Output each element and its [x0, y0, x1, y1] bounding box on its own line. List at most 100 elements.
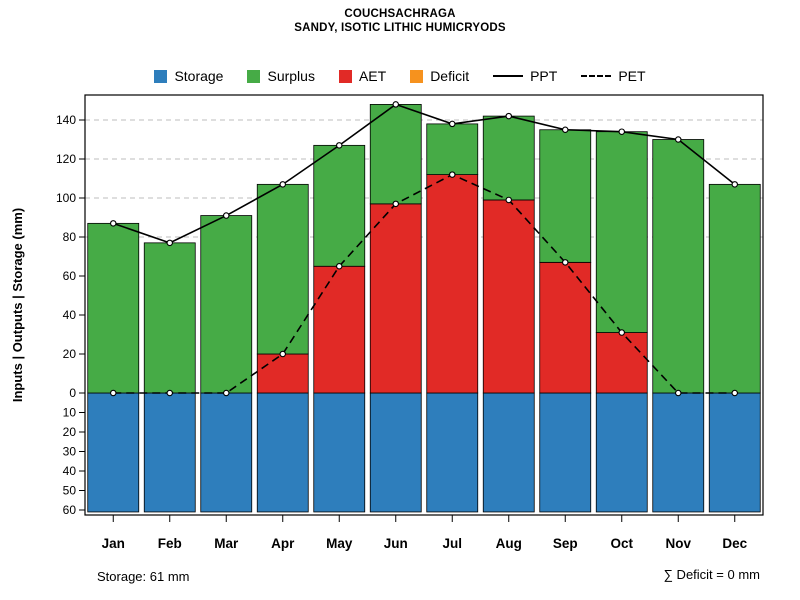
bar-surplus-mar	[200, 215, 253, 394]
bar-surplus-aug	[482, 115, 535, 201]
legend-label-surplus: Surplus	[267, 68, 315, 84]
ppt-point-jul	[448, 120, 456, 128]
month-label-dec: Dec	[722, 536, 747, 551]
legend-label-ppt: PPT	[530, 68, 558, 84]
legend-label-pet: PET	[618, 68, 646, 84]
bar-aet-apr	[256, 353, 309, 394]
ppt-line	[112, 103, 736, 244]
pet-point-dec	[731, 389, 738, 397]
bar-aet-sep	[539, 261, 592, 394]
legend-line-sample-ppt	[493, 75, 524, 77]
y-tick-label-neg-20: 20	[63, 425, 77, 439]
chart-title: COUCHSACHRAGA	[344, 8, 456, 20]
legend-label-storage: Storage	[174, 68, 224, 84]
ppt-point-apr	[279, 181, 286, 188]
y-tick-label-neg-10: 10	[63, 406, 77, 420]
ppt-point-feb	[166, 239, 174, 247]
legend-item-surplus: Surplus	[247, 68, 315, 84]
bar-aet-oct	[595, 332, 648, 394]
bar-storage-sep	[539, 392, 592, 513]
pet-point-jun	[392, 200, 399, 208]
y-tick-label-neg-40: 40	[63, 464, 77, 478]
ppt-point-aug	[505, 112, 512, 120]
month-label-feb: Feb	[158, 536, 182, 551]
legend-item-storage: Storage	[154, 68, 223, 84]
bar-surplus-dec	[708, 183, 761, 394]
pet-point-jan	[110, 389, 117, 397]
bar-storage-jun	[369, 392, 422, 513]
plot-svg: 0 20 40 60 80 100 120 140 10 20 30 40 50 60 Jan Feb Mar A…	[10, 94, 764, 551]
legend-swatch-deficit	[410, 69, 424, 83]
bar-storage-jan	[87, 392, 140, 513]
legend-label-deficit: Deficit	[430, 68, 470, 84]
legend-item-aet: AET	[338, 68, 387, 84]
bar-surplus-feb	[143, 242, 196, 394]
y-tick-label-120: 120	[56, 152, 76, 166]
ppt-point-oct	[618, 128, 625, 135]
y-tick-label-0: 0	[69, 386, 76, 400]
legend-line-sample-pet	[581, 75, 612, 77]
legend: Storage Surplus AET Deficit PPT PET	[0, 68, 800, 84]
legend-swatch-storage	[154, 69, 168, 83]
ppt-point-nov	[674, 136, 682, 143]
y-tick-label-60: 60	[63, 269, 77, 283]
y-tick-label-100: 100	[56, 191, 76, 205]
pet-point-jul	[448, 171, 456, 178]
bar-surplus-apr	[256, 183, 309, 355]
ppt-point-jun	[392, 101, 399, 108]
bar-aet-jun	[369, 203, 422, 394]
chart-subtitle: SANDY, ISOTIC LITHIC HUMICRYODS	[294, 22, 506, 34]
pet-point-feb	[166, 389, 174, 397]
pet-point-aug	[505, 196, 512, 204]
y-tick-label-40: 40	[63, 308, 77, 322]
bar-storage-oct	[595, 392, 648, 513]
month-label-jan: Jan	[102, 536, 125, 551]
pet-point-oct	[618, 329, 625, 336]
y-tick-label-140: 140	[56, 113, 76, 127]
ppt-point-jan	[110, 220, 117, 227]
pet-point-may	[335, 263, 343, 270]
month-label-jun: Jun	[384, 536, 408, 551]
y-tick-label-neg-60: 60	[63, 503, 77, 517]
bar-surplus-nov	[652, 139, 705, 394]
bar-storage-feb	[143, 392, 196, 513]
bar-storage-nov	[652, 392, 705, 513]
month-label-aug: Aug	[496, 536, 522, 551]
month-label-apr: Apr	[271, 536, 295, 551]
y-tick-label-80: 80	[63, 230, 77, 244]
chart-titles: COUCHSACHRAGA SANDY, ISOTIC LITHIC HUMIC…	[0, 7, 800, 35]
legend-swatch-aet	[338, 69, 352, 83]
pet-point-apr	[279, 350, 286, 358]
legend-item-ppt: PPT	[493, 68, 557, 84]
ppt-point-dec	[731, 181, 738, 188]
y-axis-label: Inputs | Outputs | Storage (mm)	[10, 208, 25, 402]
bar-storage-dec	[708, 392, 761, 513]
month-label-jul: Jul	[442, 536, 462, 551]
bar-surplus-may	[313, 144, 366, 267]
legend-swatch-surplus	[247, 69, 261, 83]
legend-item-deficit: Deficit	[410, 68, 469, 84]
ppt-point-may	[335, 142, 343, 149]
month-label-sep: Sep	[553, 536, 578, 551]
legend-label-aet: AET	[358, 68, 387, 84]
ppt-point-mar	[223, 212, 230, 219]
bar-storage-aug	[482, 392, 535, 513]
pet-line	[113, 173, 735, 394]
y-tick-label-neg-50: 50	[63, 484, 77, 498]
y-tick-label-neg-30: 30	[63, 445, 77, 459]
bar-storage-jul	[426, 392, 479, 513]
bar-aet-aug	[482, 199, 535, 394]
bar-surplus-oct	[595, 131, 648, 333]
bar-aet-jul	[426, 174, 479, 394]
month-label-mar: Mar	[214, 536, 239, 551]
plot-frame	[84, 94, 764, 516]
y-tick-label-20: 20	[63, 347, 77, 361]
bar-storage-mar	[200, 392, 253, 513]
bar-surplus-jun	[369, 103, 422, 205]
month-label-oct: Oct	[610, 536, 633, 551]
month-label-nov: Nov	[665, 536, 691, 551]
bar-surplus-jan	[87, 222, 140, 394]
bar-aet-may	[313, 265, 366, 394]
ppt-point-sep	[561, 126, 569, 133]
pet-point-sep	[561, 259, 569, 266]
